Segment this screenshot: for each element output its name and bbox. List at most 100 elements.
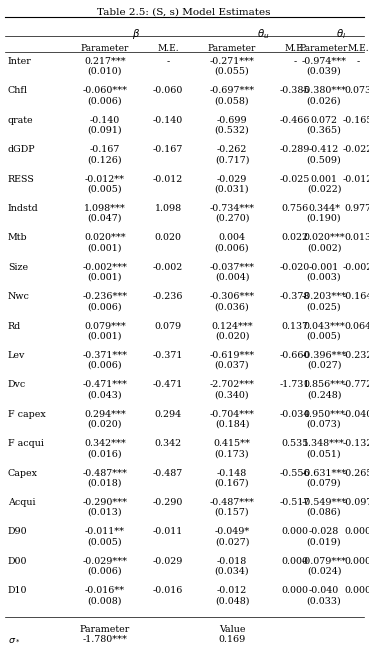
- Text: -0.167: -0.167: [153, 145, 183, 154]
- Text: 0.013: 0.013: [344, 233, 369, 242]
- Text: -0.022: -0.022: [343, 145, 369, 154]
- Text: 0.342***: 0.342***: [84, 439, 126, 448]
- Text: Value: Value: [219, 625, 245, 633]
- Text: -0.165: -0.165: [343, 116, 369, 125]
- Text: (0.024): (0.024): [307, 567, 341, 576]
- Text: 1.098***: 1.098***: [84, 204, 126, 213]
- Text: -0.016**: -0.016**: [85, 586, 125, 595]
- Text: Lev: Lev: [8, 351, 25, 360]
- Text: -0.002***: -0.002***: [83, 263, 127, 272]
- Text: 0.001: 0.001: [310, 175, 338, 183]
- Text: 0.137: 0.137: [282, 321, 308, 330]
- Text: (0.005): (0.005): [88, 185, 122, 194]
- Text: (0.016): (0.016): [88, 449, 122, 458]
- Text: (0.005): (0.005): [307, 332, 341, 340]
- Text: 0.022: 0.022: [282, 233, 308, 242]
- Text: Acqui: Acqui: [8, 498, 35, 507]
- Text: -0.060: -0.060: [153, 87, 183, 95]
- Text: -0.974***: -0.974***: [301, 57, 346, 66]
- Text: (0.173): (0.173): [215, 449, 249, 458]
- Text: M.E.: M.E.: [347, 44, 369, 53]
- Text: (0.058): (0.058): [215, 97, 249, 105]
- Text: RESS: RESS: [8, 175, 35, 183]
- Text: (0.184): (0.184): [215, 420, 249, 429]
- Text: (0.001): (0.001): [88, 332, 122, 340]
- Text: -0.028: -0.028: [309, 528, 339, 536]
- Text: -0.704***: -0.704***: [210, 410, 255, 419]
- Text: (0.022): (0.022): [307, 185, 341, 194]
- Text: (0.027): (0.027): [215, 537, 249, 547]
- Text: (0.025): (0.025): [307, 302, 341, 311]
- Text: (0.532): (0.532): [215, 125, 249, 135]
- Text: (0.006): (0.006): [215, 243, 249, 252]
- Text: -1.731: -1.731: [280, 380, 310, 390]
- Text: -0.236: -0.236: [153, 292, 183, 301]
- Text: (0.073): (0.073): [307, 420, 341, 429]
- Text: 0.294***: 0.294***: [84, 410, 126, 419]
- Text: -0.079***: -0.079***: [301, 556, 346, 566]
- Text: 1.348***: 1.348***: [303, 439, 345, 448]
- Text: 0.020: 0.020: [155, 233, 182, 242]
- Text: (0.717): (0.717): [215, 155, 249, 164]
- Text: -0.306***: -0.306***: [210, 292, 255, 301]
- Text: -0.549***: -0.549***: [301, 498, 346, 507]
- Text: -0.290***: -0.290***: [83, 498, 128, 507]
- Text: D10: D10: [8, 586, 28, 595]
- Text: -: -: [356, 57, 360, 66]
- Text: -0.203***: -0.203***: [301, 292, 346, 301]
- Text: (0.033): (0.033): [307, 596, 341, 605]
- Text: $\sigma_*$: $\sigma_*$: [8, 635, 20, 644]
- Text: (0.026): (0.026): [307, 97, 341, 105]
- Text: dGDP: dGDP: [8, 145, 36, 154]
- Text: 0.000: 0.000: [345, 528, 369, 536]
- Text: -0.371***: -0.371***: [83, 351, 128, 360]
- Text: -0.029: -0.029: [217, 175, 247, 183]
- Text: -0.002: -0.002: [343, 263, 369, 272]
- Text: F capex: F capex: [8, 410, 46, 419]
- Text: (0.020): (0.020): [215, 332, 249, 340]
- Text: (0.006): (0.006): [88, 361, 122, 370]
- Text: -0.040: -0.040: [343, 410, 369, 419]
- Text: -0.262: -0.262: [217, 145, 247, 154]
- Text: -0.020: -0.020: [280, 263, 310, 272]
- Text: -: -: [293, 57, 297, 66]
- Text: 0.000: 0.000: [345, 556, 369, 566]
- Text: -0.631***: -0.631***: [301, 468, 346, 478]
- Text: (0.365): (0.365): [307, 125, 341, 135]
- Text: (0.008): (0.008): [88, 596, 122, 605]
- Text: -0.556: -0.556: [280, 468, 310, 478]
- Text: -0.236***: -0.236***: [82, 292, 128, 301]
- Text: 0.756: 0.756: [282, 204, 308, 213]
- Text: -0.487: -0.487: [153, 468, 183, 478]
- Text: (0.126): (0.126): [88, 155, 122, 164]
- Text: -0.699: -0.699: [217, 116, 247, 125]
- Text: -0.487***: -0.487***: [210, 498, 255, 507]
- Text: -0.012**: -0.012**: [85, 175, 125, 183]
- Text: Inter: Inter: [8, 57, 32, 66]
- Text: (0.270): (0.270): [215, 214, 249, 223]
- Text: Indstd: Indstd: [8, 204, 39, 213]
- Text: -0.140: -0.140: [153, 116, 183, 125]
- Text: -0.466: -0.466: [280, 116, 310, 125]
- Text: Nwc: Nwc: [8, 292, 30, 301]
- Text: 0.294: 0.294: [155, 410, 182, 419]
- Text: -0.265: -0.265: [343, 468, 369, 478]
- Text: (0.340): (0.340): [215, 390, 249, 399]
- Text: $\theta_l$: $\theta_l$: [336, 27, 346, 41]
- Text: (0.039): (0.039): [307, 67, 341, 76]
- Text: 0.000: 0.000: [282, 556, 308, 566]
- Text: (0.013): (0.013): [88, 508, 122, 517]
- Text: (0.091): (0.091): [88, 125, 122, 135]
- Text: (0.002): (0.002): [307, 243, 341, 252]
- Text: -1.780***: -1.780***: [83, 635, 127, 644]
- Text: (0.509): (0.509): [307, 155, 341, 164]
- Text: M.E.: M.E.: [284, 44, 306, 53]
- Text: 0.950***: 0.950***: [303, 410, 345, 419]
- Text: 0.079***: 0.079***: [84, 321, 126, 330]
- Text: (0.167): (0.167): [215, 478, 249, 487]
- Text: -0.289: -0.289: [280, 145, 310, 154]
- Text: (0.036): (0.036): [215, 302, 249, 311]
- Text: -0.396***: -0.396***: [301, 351, 346, 360]
- Text: (0.006): (0.006): [88, 567, 122, 576]
- Text: -0.037***: -0.037***: [210, 263, 255, 272]
